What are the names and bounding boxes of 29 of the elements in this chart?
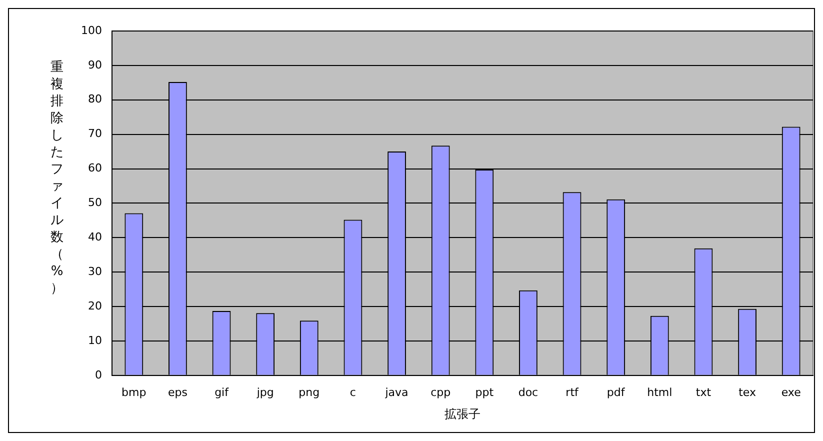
y-tick-label: 70 bbox=[88, 127, 102, 140]
x-tick-label: c bbox=[350, 386, 356, 399]
x-tick-label: jpg bbox=[256, 386, 274, 399]
x-tick-label: doc bbox=[518, 386, 538, 399]
x-tick-label: html bbox=[647, 386, 672, 399]
x-tick-label: ppt bbox=[475, 386, 494, 399]
x-tick-label: rtf bbox=[566, 386, 580, 399]
y-tick-label: 90 bbox=[88, 58, 102, 72]
y-tick-label: 0 bbox=[94, 368, 102, 382]
x-tick-label: exe bbox=[781, 386, 802, 399]
x-tick-label: java bbox=[384, 386, 408, 399]
y-tick-label: 80 bbox=[88, 92, 102, 106]
y-tick-label: 100 bbox=[80, 24, 102, 37]
y-tick-label: 40 bbox=[88, 230, 102, 244]
y-tick-label: 10 bbox=[88, 334, 102, 347]
x-tick-label: tex bbox=[738, 386, 756, 399]
x-tick-label: pdf bbox=[606, 386, 626, 399]
y-tick-label: 30 bbox=[88, 264, 102, 278]
x-tick-label: txt bbox=[696, 386, 712, 399]
x-tick-label: eps bbox=[168, 386, 188, 399]
y-tick-label: 20 bbox=[88, 299, 102, 312]
y-tick-label: 50 bbox=[88, 196, 102, 210]
x-tick-label: bmp bbox=[122, 386, 146, 399]
x-tick-label: gif bbox=[214, 386, 230, 399]
x-axis-title: 拡張子 bbox=[444, 406, 480, 421]
text: 重複排除したファイル数（%） bbox=[50, 60, 64, 296]
y-tick-label: 60 bbox=[88, 162, 102, 175]
x-tick-label: cpp bbox=[430, 386, 451, 399]
x-tick-label: png bbox=[298, 386, 320, 399]
